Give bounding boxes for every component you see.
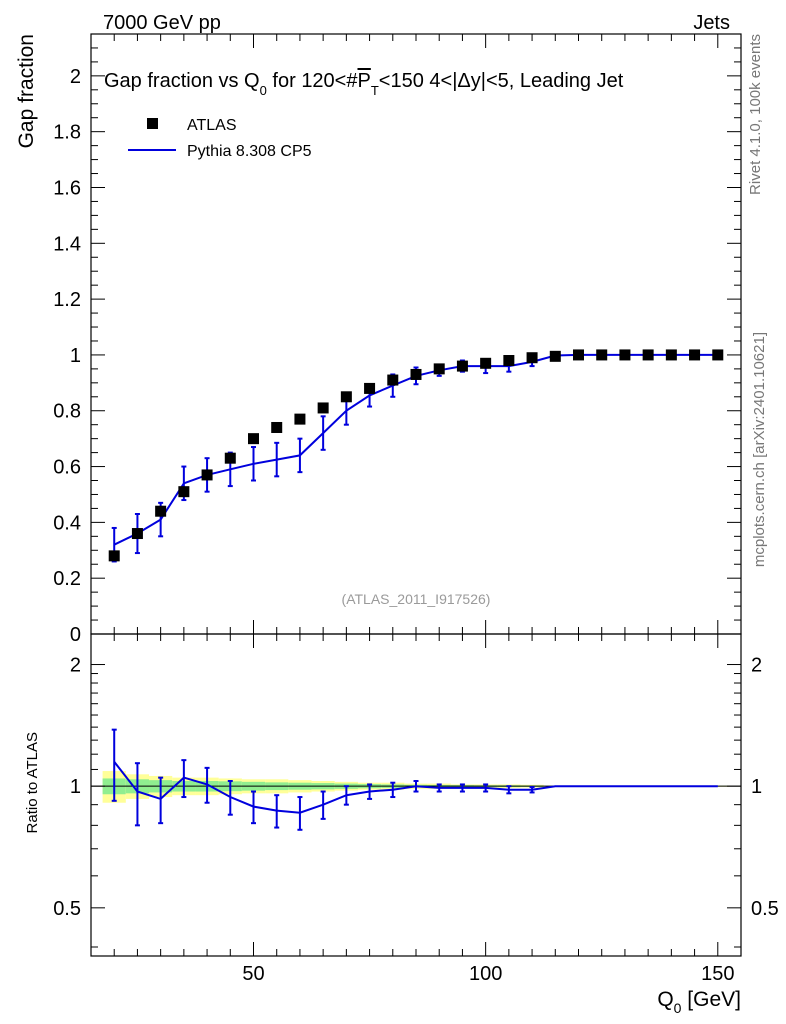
atlas-data-point xyxy=(201,469,213,481)
atlas-data-point xyxy=(665,349,677,361)
y-tick-label-main: 1 xyxy=(70,345,81,367)
header-right: Jets xyxy=(693,12,730,34)
atlas-data-point xyxy=(689,349,701,361)
source-label: mcplots.cern.ch [arXiv:2401.10621] xyxy=(751,332,768,567)
atlas-data-point xyxy=(340,391,352,403)
atlas-data-point xyxy=(108,550,120,562)
y-tick-label-main: 1.6 xyxy=(53,177,81,199)
axes-ticks xyxy=(91,33,741,956)
y-tick-label-ratio-right: 1 xyxy=(751,776,762,798)
y-tick-label-main: 1.4 xyxy=(53,233,81,255)
atlas-data-point xyxy=(294,413,306,425)
atlas-data-point xyxy=(456,360,468,372)
legend: ATLAS Pythia 8.308 CP5 xyxy=(128,117,312,160)
legend-data-label: ATLAS xyxy=(187,117,237,134)
legend-mc-label: Pythia 8.308 CP5 xyxy=(187,143,312,160)
atlas-data-point xyxy=(433,363,445,375)
atlas-data-point xyxy=(642,349,654,361)
y-tick-label-main: 0 xyxy=(70,624,81,646)
atlas-data-point xyxy=(549,350,561,362)
y-tick-label-main: 0.4 xyxy=(53,512,81,534)
main-title: Gap fraction vs Q0 for 120<#PT<150 4<|Δy… xyxy=(104,70,624,98)
atlas-data-point xyxy=(178,486,190,498)
atlas-data-point xyxy=(573,349,584,361)
y-tick-label-main: 0.6 xyxy=(53,457,81,479)
analysis-tag: (ATLAS_2011_I917526) xyxy=(342,591,491,607)
atlas-data-point xyxy=(131,528,143,540)
atlas-data-point xyxy=(387,374,399,386)
main-panel-data xyxy=(108,349,724,563)
ratio-panel-data xyxy=(111,728,718,831)
atlas-data-point xyxy=(480,357,492,369)
atlas-data-point xyxy=(271,421,283,433)
x-tick-label: 100 xyxy=(469,963,502,985)
title-overlined-p: P xyxy=(357,70,370,92)
y-axis-label-ratio: Ratio to ATLAS xyxy=(24,732,41,833)
y-tick-label-main: 1.8 xyxy=(53,122,81,144)
atlas-data-point xyxy=(526,352,538,364)
atlas-data-point xyxy=(224,452,236,464)
atlas-data-point xyxy=(155,505,167,517)
y-tick-label-ratio-left: 2 xyxy=(70,655,81,677)
atlas-data-point xyxy=(410,368,422,380)
y-tick-label-ratio-left: 1 xyxy=(70,776,81,798)
y-tick-label-ratio-right: 0.5 xyxy=(751,898,779,920)
axis-labels: 50 100 150 0 0.2 0.4 0.6 0.8 1 1.2 1.4 1.6 1.8 2 0.5 0.… xyxy=(53,66,779,985)
x-axis-label: Q0 [GeV] xyxy=(657,988,741,1016)
atlas-data-point xyxy=(503,355,515,367)
y-axis-label-main: Gap fraction xyxy=(15,34,38,148)
y-tick-label-main: 0.8 xyxy=(53,401,81,423)
rivet-label: Rivet 4.1.0, 100k events xyxy=(747,34,764,195)
y-tick-label-main: 1.2 xyxy=(53,289,81,311)
x-tick-label: 150 xyxy=(701,963,734,985)
atlas-data-point xyxy=(317,402,329,414)
atlas-data-point xyxy=(364,382,376,394)
atlas-data-point xyxy=(596,349,608,361)
ratio-frame xyxy=(90,633,742,957)
y-tick-label-ratio-left: 0.5 xyxy=(53,898,81,920)
atlas-data-point xyxy=(712,349,724,361)
y-tick-label-main: 2 xyxy=(70,66,81,88)
header-left: 7000 GeV pp xyxy=(103,12,221,34)
legend-data-marker xyxy=(147,118,158,129)
y-tick-label-main: 0.2 xyxy=(53,568,81,590)
atlas-data-point xyxy=(248,433,259,445)
y-tick-label-ratio-right: 2 xyxy=(751,655,762,677)
atlas-data-point xyxy=(619,349,631,361)
x-tick-label: 50 xyxy=(242,963,264,985)
